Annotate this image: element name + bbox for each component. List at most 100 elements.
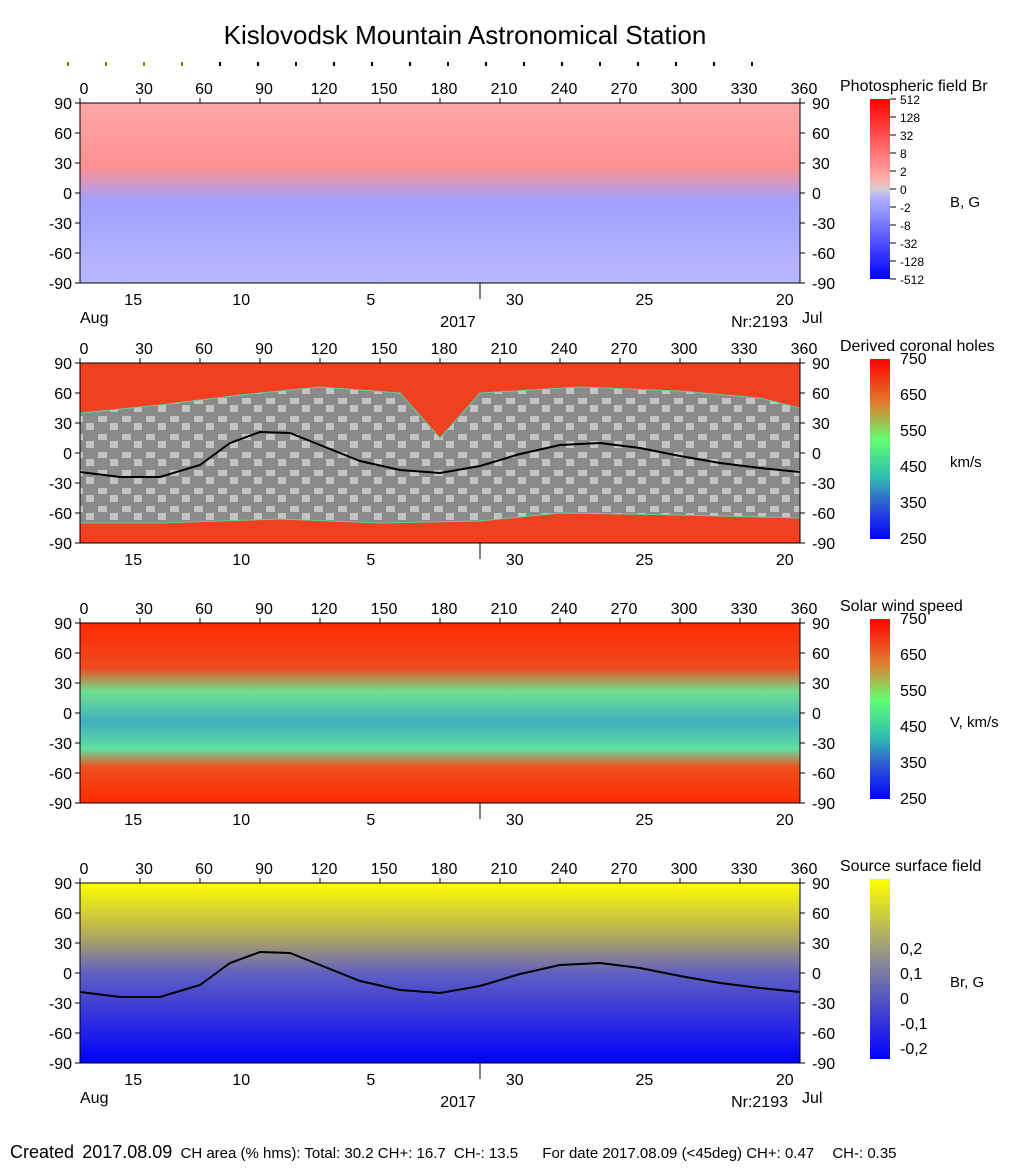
date-tick-label: 20 <box>776 1072 794 1089</box>
colorbar-tick-label: 250 <box>900 791 927 808</box>
date-tick-label: 30 <box>506 812 524 829</box>
colorbar <box>870 619 890 799</box>
lon-tick-label: 0 <box>80 81 89 98</box>
lat-tick-label: -90 <box>812 796 835 813</box>
colorbar-tick-label: -0,2 <box>900 1041 928 1058</box>
lat-tick-label: -30 <box>49 736 72 753</box>
date-tick-label: 20 <box>776 812 794 829</box>
panel-background <box>80 883 800 1063</box>
lon-tick-label: 30 <box>135 341 153 358</box>
lon-tick-label: 300 <box>671 81 698 98</box>
lon-tick-label: 0 <box>80 861 89 878</box>
year-label: 2017 <box>440 1094 476 1111</box>
lon-tick-label: 180 <box>431 601 458 618</box>
lat-tick-label: 90 <box>54 616 72 633</box>
date-tick-label: 25 <box>636 292 654 309</box>
colorbar-tick-label: 8 <box>900 147 907 161</box>
lon-tick-label: 240 <box>551 601 578 618</box>
lat-tick-label: -30 <box>812 736 835 753</box>
lon-tick-label: 210 <box>491 861 518 878</box>
rotation-label: Nr:2193 <box>731 1094 788 1111</box>
panel-title: Derived coronal holes <box>840 338 995 355</box>
lon-tick-label: 90 <box>255 861 273 878</box>
date-tick-label: 25 <box>636 552 654 569</box>
date-tick-label: 10 <box>232 292 250 309</box>
lat-tick-label: 90 <box>54 356 72 373</box>
date-tick-label: 15 <box>124 812 142 829</box>
lon-tick-label: 180 <box>431 81 458 98</box>
colorbar-tick-label: 650 <box>900 647 927 664</box>
ch-area-text: CH area (% hms): Total: 30.2 CH+: 16.7 <box>180 1145 446 1162</box>
lon-tick-label: 150 <box>371 861 398 878</box>
neutral-line <box>79 950 801 998</box>
lat-tick-label: -60 <box>812 246 835 263</box>
lon-tick-label: 60 <box>195 861 213 878</box>
lat-tick-label: -90 <box>49 536 72 553</box>
lon-tick-label: 360 <box>791 601 818 618</box>
lon-tick-label: 120 <box>311 341 338 358</box>
lon-tick-label: 150 <box>371 81 398 98</box>
lat-tick-label: -60 <box>49 1026 72 1043</box>
lat-tick-label: -90 <box>812 276 835 293</box>
panel-title: Solar wind speed <box>840 598 963 615</box>
colorbar-tick-label: -2 <box>900 201 911 215</box>
date-tick-label: 5 <box>366 812 375 829</box>
colorbar-label: B, G <box>950 194 980 211</box>
month-label-left: Aug <box>80 1090 108 1107</box>
date-tick-label: 5 <box>366 292 375 309</box>
date-tick-label: 15 <box>124 552 142 569</box>
colorbar-tick-label: -128 <box>900 255 924 269</box>
lon-tick-label: 330 <box>731 601 758 618</box>
lat-tick-label: -90 <box>812 1056 835 1073</box>
date-tick-label: 25 <box>636 1072 654 1089</box>
colorbar-tick-label: -512 <box>900 273 924 287</box>
lat-tick-label: -90 <box>49 276 72 293</box>
lon-tick-label: 300 <box>671 861 698 878</box>
colorbar-tick-label: 2 <box>900 165 907 179</box>
lat-tick-label: 60 <box>812 646 830 663</box>
lon-tick-label: 300 <box>671 341 698 358</box>
date-tick-label: 10 <box>232 1072 250 1089</box>
colorbar-tick-label: -0,1 <box>900 1016 928 1033</box>
lon-tick-label: 0 <box>80 341 89 358</box>
colorbar-tick-label: 450 <box>900 459 927 476</box>
lat-tick-label: 0 <box>63 186 72 203</box>
lat-tick-label: 0 <box>812 186 821 203</box>
lon-tick-label: 270 <box>611 341 638 358</box>
lon-tick-label: 330 <box>731 861 758 878</box>
lon-tick-label: 240 <box>551 341 578 358</box>
lat-tick-label: 60 <box>54 906 72 923</box>
colorbar-tick-label: 250 <box>900 531 927 548</box>
lat-tick-label: -60 <box>812 766 835 783</box>
lat-tick-label: 60 <box>812 906 830 923</box>
colorbar <box>870 359 890 539</box>
lat-tick-label: 60 <box>812 126 830 143</box>
colorbar <box>870 879 890 1059</box>
created-label: Created <box>10 1142 75 1162</box>
month-label-right: Jul <box>802 310 822 327</box>
page-title: Kislovodsk Mountain Astronomical Station <box>223 20 707 50</box>
lat-tick-label: 90 <box>54 96 72 113</box>
date-tick-label: 30 <box>506 1072 524 1089</box>
colorbar-tick-label: -8 <box>900 219 911 233</box>
lat-tick-label: 60 <box>54 646 72 663</box>
lon-tick-label: 300 <box>671 601 698 618</box>
date-tick-label: 15 <box>124 292 142 309</box>
date-tick-label: 10 <box>232 812 250 829</box>
lat-tick-label: 0 <box>63 966 72 983</box>
colorbar-tick-label: 350 <box>900 495 927 512</box>
lat-tick-label: 90 <box>54 876 72 893</box>
lat-tick-label: 30 <box>812 676 830 693</box>
lat-tick-label: 0 <box>812 706 821 723</box>
panel-background <box>80 623 800 803</box>
lon-tick-label: 30 <box>135 81 153 98</box>
lon-tick-label: 60 <box>195 81 213 98</box>
lon-tick-label: 330 <box>731 81 758 98</box>
lon-tick-label: 360 <box>791 341 818 358</box>
lon-tick-label: 90 <box>255 81 273 98</box>
lat-tick-label: -60 <box>49 506 72 523</box>
lon-tick-label: 270 <box>611 601 638 618</box>
lat-tick-label: 0 <box>812 966 821 983</box>
colorbar-tick-label: 0,2 <box>900 941 922 958</box>
